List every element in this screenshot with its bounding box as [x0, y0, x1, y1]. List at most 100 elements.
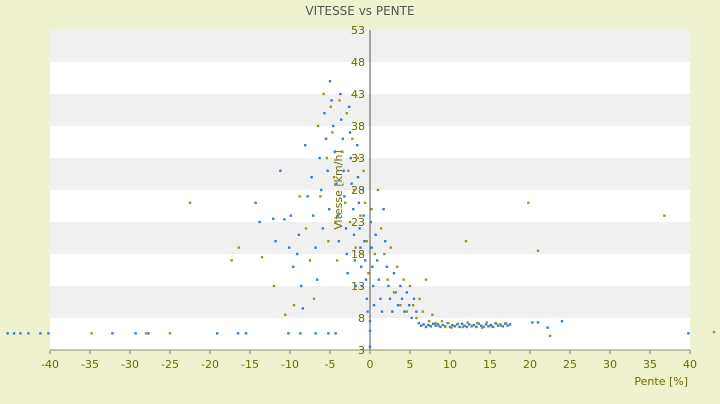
data-point [350, 182, 353, 185]
data-point [188, 201, 192, 204]
data-point [362, 169, 365, 172]
x-tick-label: -15 [241, 358, 259, 371]
data-point [334, 220, 337, 224]
data-point [320, 188, 323, 192]
data-point [368, 345, 372, 348]
data-point [308, 259, 312, 262]
data-point [482, 325, 485, 329]
data-point [354, 246, 357, 249]
data-point [329, 105, 332, 108]
data-point [300, 284, 303, 288]
data-point [298, 195, 301, 198]
data-point [340, 150, 344, 153]
data-point [370, 208, 373, 211]
data-point [323, 112, 326, 115]
data-point [536, 249, 540, 252]
data-point [373, 252, 376, 256]
data-point [383, 252, 386, 256]
data-point [365, 297, 368, 300]
data-point [352, 188, 356, 192]
data-point [450, 326, 453, 329]
data-point [274, 240, 277, 243]
data-point [405, 291, 408, 294]
data-point [348, 131, 352, 134]
x-tick-label: -20 [201, 358, 219, 371]
data-point [312, 214, 315, 217]
data-point [364, 278, 368, 281]
data-point [339, 92, 342, 96]
data-point [345, 112, 348, 115]
data-point [480, 324, 483, 327]
data-point [546, 326, 549, 329]
data-point [427, 323, 430, 327]
x-tick-label: 5 [407, 358, 414, 371]
data-point [460, 322, 464, 325]
data-point [399, 304, 402, 307]
data-point [258, 220, 261, 224]
data-point [336, 259, 339, 262]
data-point [351, 137, 354, 140]
data-point [484, 323, 488, 326]
data-point [356, 156, 360, 160]
data-point [487, 325, 490, 328]
data-point [380, 310, 384, 313]
data-point [400, 297, 404, 300]
data-point [500, 324, 503, 327]
data-point [349, 156, 352, 160]
data-point [319, 195, 322, 198]
data-point [272, 284, 276, 288]
data-point [342, 169, 345, 172]
x-tick-label: -10 [281, 358, 299, 371]
data-point [453, 325, 456, 328]
data-point [330, 99, 333, 102]
data-point [399, 284, 402, 288]
data-point [468, 323, 471, 326]
data-point [386, 278, 389, 281]
data-point [336, 214, 340, 217]
data-point [344, 201, 347, 204]
data-point [352, 208, 355, 211]
y-tick-label: 43 [351, 88, 365, 101]
data-point [560, 320, 564, 323]
data-point [536, 321, 540, 324]
data-point [332, 124, 335, 128]
data-point [27, 332, 30, 335]
data-point [39, 332, 42, 335]
x-tick-label: 0 [367, 358, 374, 371]
data-point [168, 332, 172, 335]
data-point [363, 240, 366, 243]
data-points [6, 80, 716, 348]
y-tick-label: 53 [351, 24, 365, 37]
data-point [299, 332, 302, 335]
data-point [364, 201, 367, 204]
data-point [451, 323, 454, 327]
data-point [379, 297, 382, 300]
x-tick-label: 25 [563, 358, 577, 371]
data-point [353, 259, 356, 262]
data-point [385, 265, 388, 268]
x-tick-label: -35 [81, 358, 99, 371]
data-point [366, 310, 369, 313]
x-tick-label: -30 [121, 358, 139, 371]
data-point [476, 321, 479, 325]
data-point [408, 284, 412, 288]
y-tick-label: 18 [351, 248, 365, 261]
x-tick-label: -25 [161, 358, 179, 371]
data-point [458, 325, 461, 329]
data-point [361, 188, 364, 192]
data-point [712, 330, 716, 334]
data-point [477, 322, 480, 325]
data-point [391, 310, 394, 313]
data-point [663, 214, 666, 217]
data-point [501, 325, 504, 328]
data-point [304, 144, 307, 147]
data-point [326, 169, 329, 172]
data-point [318, 156, 321, 160]
data-point [394, 291, 397, 294]
data-point [376, 259, 379, 262]
y-tick-label: 23 [351, 216, 365, 229]
data-point [314, 332, 317, 335]
data-point [384, 240, 387, 243]
data-point [548, 334, 552, 338]
